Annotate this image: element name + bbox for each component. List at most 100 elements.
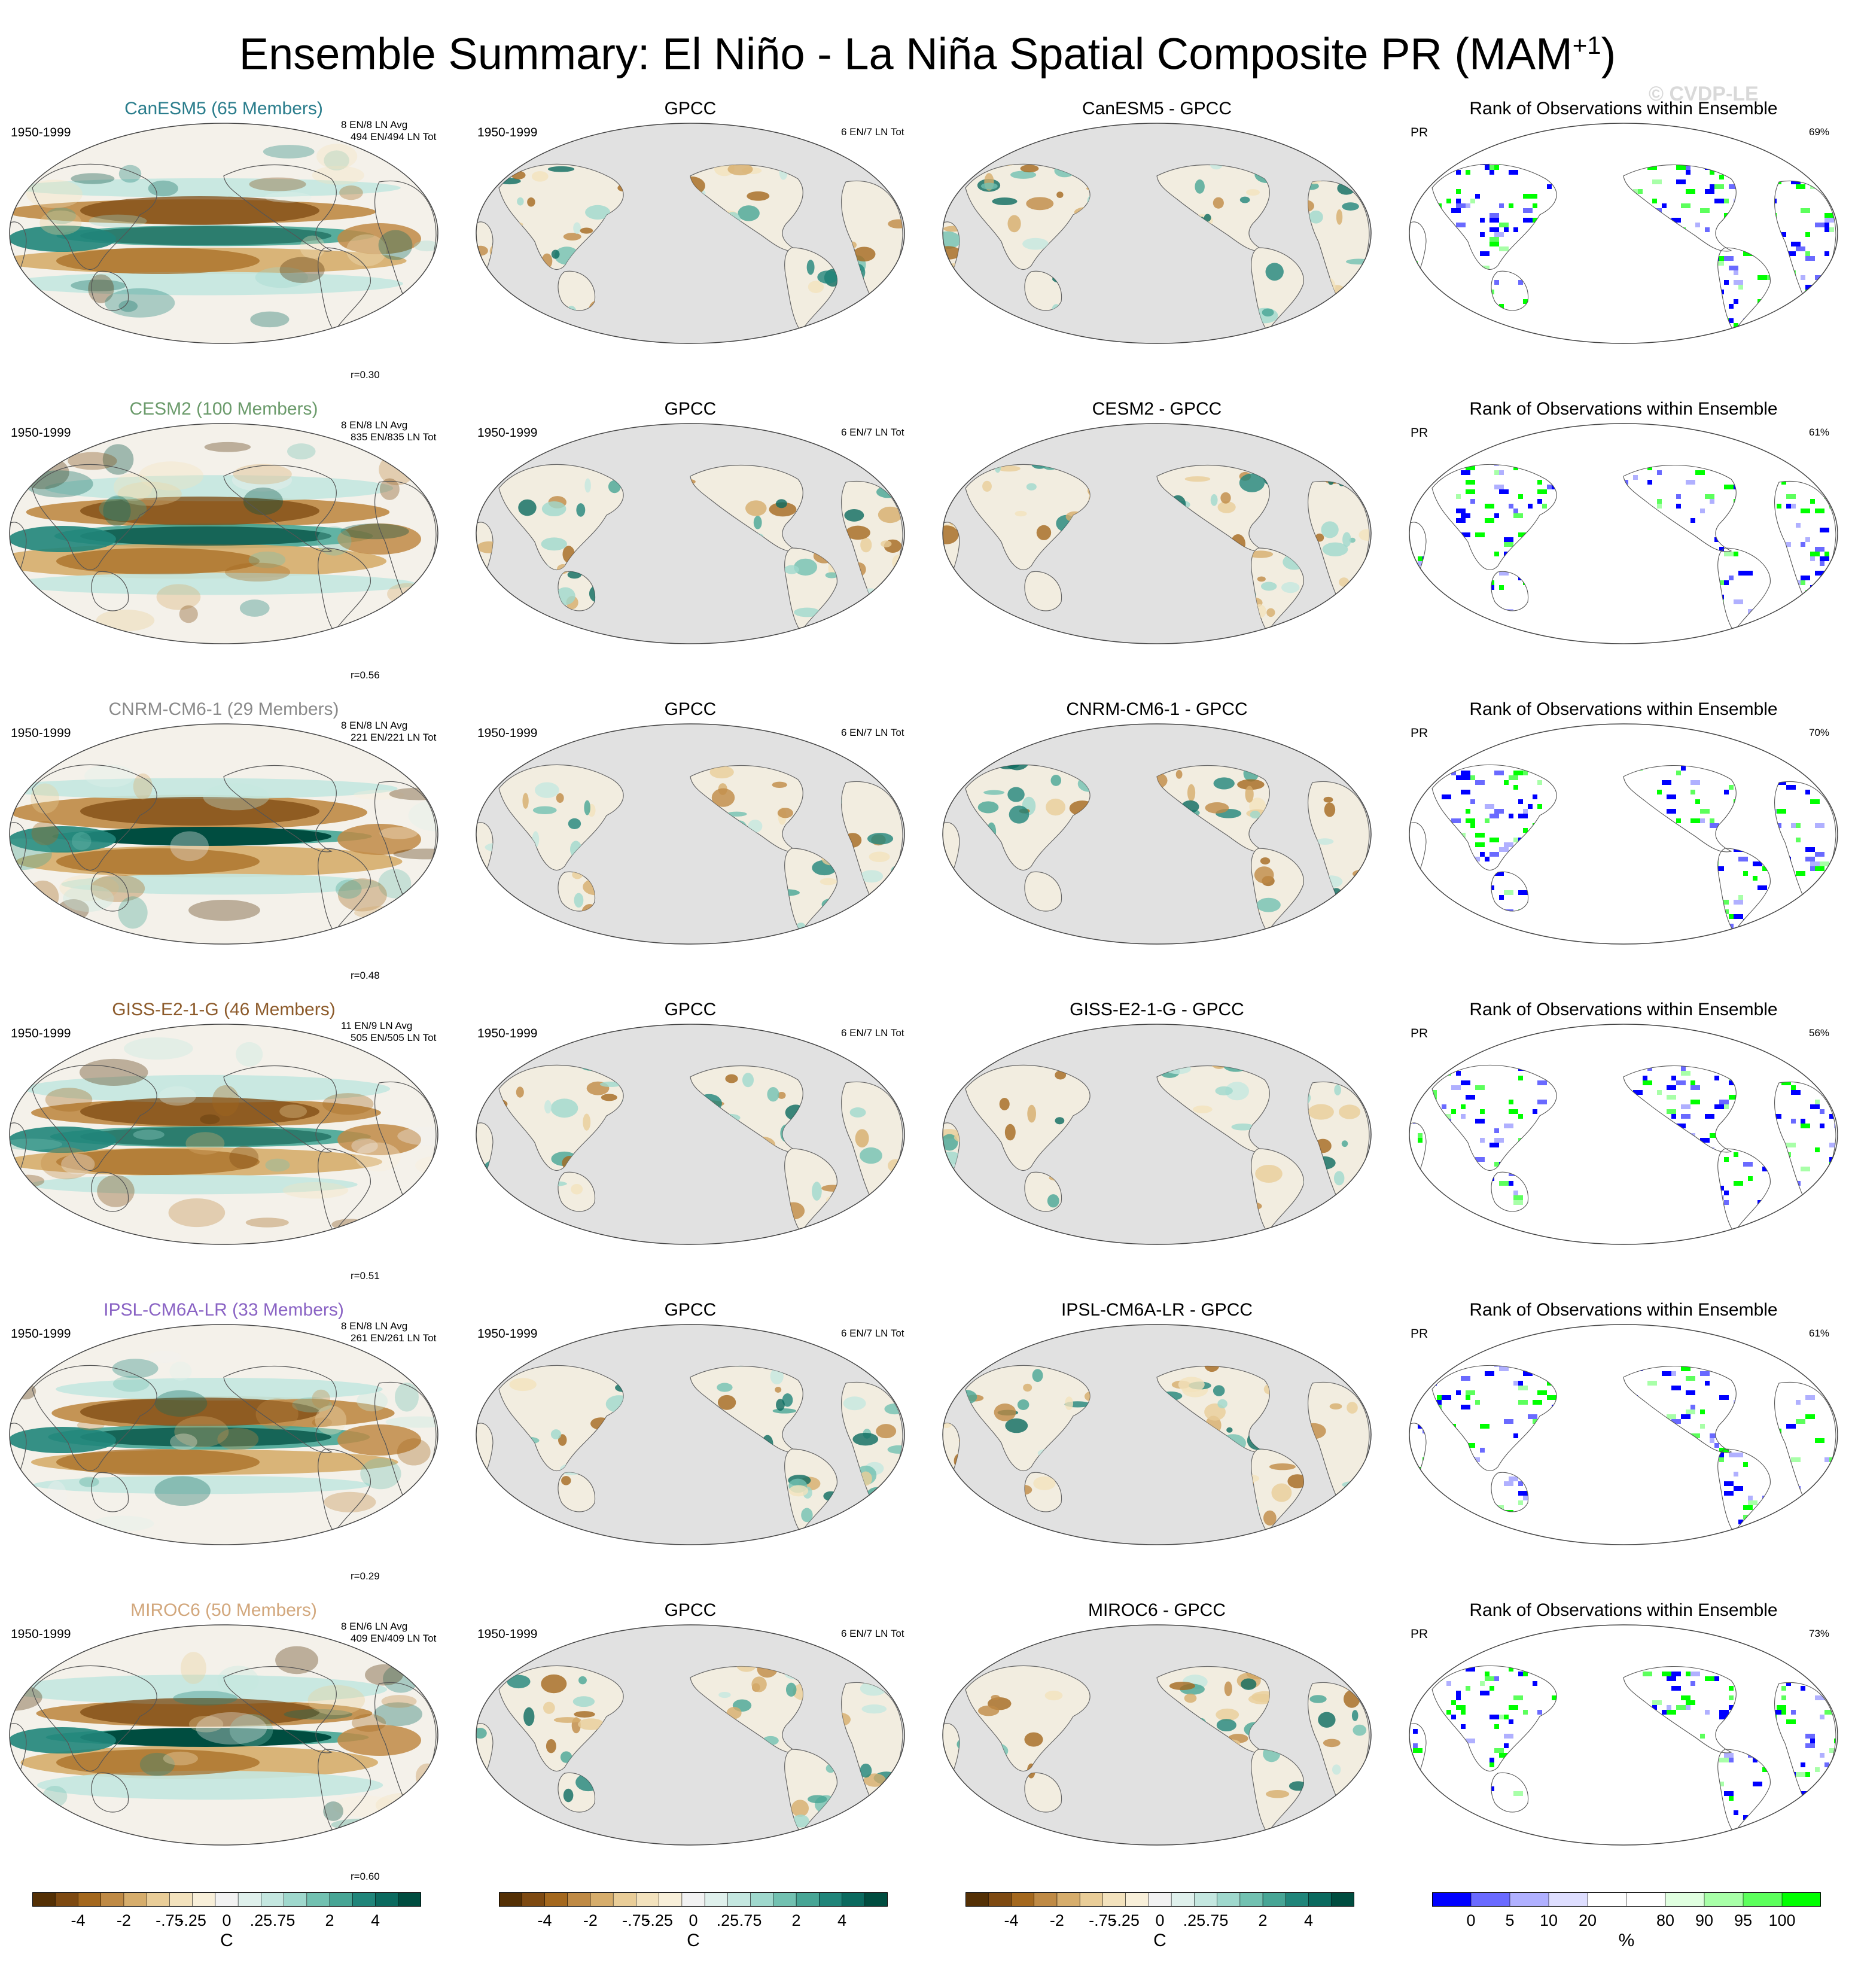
precip-anomaly (1255, 1164, 1283, 1183)
rank-cell (1729, 1758, 1734, 1762)
rank-cell (1710, 499, 1714, 504)
rank-cell (1815, 765, 1824, 766)
anomaly-blob (323, 1801, 343, 1821)
colorbar-swatch (499, 1892, 523, 1907)
rank-cell (1676, 504, 1681, 509)
precip-anomaly (1321, 909, 1348, 921)
anomaly-blob (415, 1654, 438, 1669)
rank-cell (1446, 199, 1451, 203)
rank-cell (1805, 537, 1810, 542)
period-label: 1950-1999 (11, 1027, 71, 1040)
precip-anomaly (860, 537, 872, 553)
rank-cell (1801, 1124, 1810, 1128)
rank-cell (1805, 1414, 1815, 1419)
rank-percent: 73% (1809, 1628, 1830, 1639)
rank-cell (1781, 1710, 1786, 1715)
land-area (498, 163, 624, 270)
rank-cell (1490, 1143, 1499, 1147)
rank-cell (1815, 1191, 1824, 1195)
pattern-correlation: r=0.30 (351, 369, 380, 380)
rank-cell (1724, 790, 1729, 794)
rank-cell (1475, 1085, 1485, 1090)
precip-anomaly (1353, 1724, 1367, 1736)
precip-anomaly (1015, 510, 1027, 517)
composite-band (10, 272, 403, 296)
rank-cell (1513, 1191, 1518, 1195)
rank-cell (1681, 1066, 1686, 1071)
rank-cell (1686, 1376, 1695, 1381)
rank-title: Rank of Observations within Ensemble (1469, 699, 1778, 719)
rank-cell (1719, 1710, 1729, 1715)
rank-cell (1418, 1386, 1423, 1390)
precip-anomaly (784, 565, 799, 574)
rank-cell (1777, 323, 1786, 328)
precip-anomaly (478, 1214, 486, 1223)
precip-anomaly (1027, 1104, 1037, 1123)
precip-anomaly (885, 316, 894, 330)
anomaly-blob (112, 1359, 159, 1378)
precip-anomaly (578, 1676, 587, 1685)
colorbar-swatch (567, 1892, 591, 1907)
coastline (32, 163, 157, 270)
anomaly-blob (217, 1427, 259, 1451)
rank-cell (1470, 775, 1475, 780)
rank-cell (1714, 1076, 1719, 1080)
precip-anomaly (943, 1683, 956, 1689)
obs-title: GPCC (664, 699, 717, 719)
rank-cell (1796, 1772, 1805, 1777)
rank-cell (1791, 504, 1796, 509)
diff-title: IPSL-CM6A-LR - GPCC (1061, 1300, 1253, 1320)
rank-cell (1824, 1191, 1834, 1195)
precip-anomaly (1345, 767, 1364, 778)
precip-anomaly (1365, 899, 1369, 904)
rank-cell (1705, 1114, 1714, 1119)
anomaly-blob (45, 1088, 93, 1112)
rank-cell (1494, 1676, 1499, 1681)
rank-cell (1690, 790, 1695, 794)
rank-cell (1757, 1224, 1762, 1229)
rank-cell (1652, 179, 1662, 184)
anomaly-blob (99, 496, 147, 522)
rank-cell (1690, 1085, 1700, 1090)
precip-anomaly (943, 314, 952, 324)
rank-cell (1413, 1729, 1418, 1734)
rank-cell (1834, 1806, 1836, 1810)
precip-anomaly (812, 1182, 822, 1201)
anomaly-blob (307, 1685, 365, 1716)
precip-anomaly (1336, 1823, 1344, 1828)
rank-cell (1743, 1815, 1748, 1820)
precip-anomaly (1010, 171, 1037, 179)
rank-cell (1834, 494, 1836, 499)
rank-cell (1810, 1224, 1815, 1229)
rank-title: Rank of Observations within Ensemble (1469, 99, 1778, 118)
obs-map (476, 1624, 905, 1846)
rank-cell (1671, 1076, 1676, 1080)
coastline (91, 871, 129, 912)
rank-cell (1786, 494, 1796, 499)
rank-cell (1829, 609, 1834, 614)
rank-cell (1528, 1414, 1537, 1419)
precip-anomaly (1262, 308, 1274, 317)
rank-cell (1466, 1443, 1475, 1448)
colorbar-swatch (261, 1892, 285, 1907)
precip-anomaly (945, 1065, 966, 1070)
model-title: CanESM5 (65 Members) (124, 99, 323, 118)
colorbar-swatch (375, 1892, 399, 1907)
rank-cell (1456, 614, 1466, 619)
coastline (1431, 1064, 1557, 1171)
rank-cell (1810, 556, 1815, 561)
precip-anomaly (711, 788, 735, 807)
rank-cell (1652, 1700, 1662, 1705)
south-dry-band (56, 848, 260, 875)
rank-cell (1533, 1419, 1537, 1424)
precip-anomaly (1250, 811, 1260, 819)
precip-anomaly (867, 833, 894, 845)
precip-anomaly (896, 1803, 903, 1819)
south-dry-band (56, 1149, 260, 1175)
rank-cell (1810, 799, 1820, 804)
colorbar-swatch (842, 1892, 866, 1907)
rank-cell (1781, 919, 1786, 924)
rank-cell (1671, 1386, 1681, 1390)
rank-cell (1418, 1825, 1423, 1829)
rank-cell (1810, 552, 1820, 556)
